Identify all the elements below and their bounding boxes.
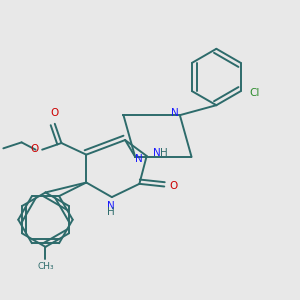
Text: Cl: Cl [249, 88, 260, 98]
Text: O: O [51, 109, 59, 118]
Text: CH₃: CH₃ [37, 262, 54, 271]
Text: N: N [171, 107, 179, 118]
Text: O: O [30, 144, 38, 154]
Text: N: N [135, 154, 143, 164]
Text: N: N [153, 148, 160, 158]
Text: H: H [107, 207, 115, 218]
Text: O: O [169, 182, 177, 191]
Text: H: H [160, 148, 168, 158]
Text: N: N [107, 201, 115, 212]
